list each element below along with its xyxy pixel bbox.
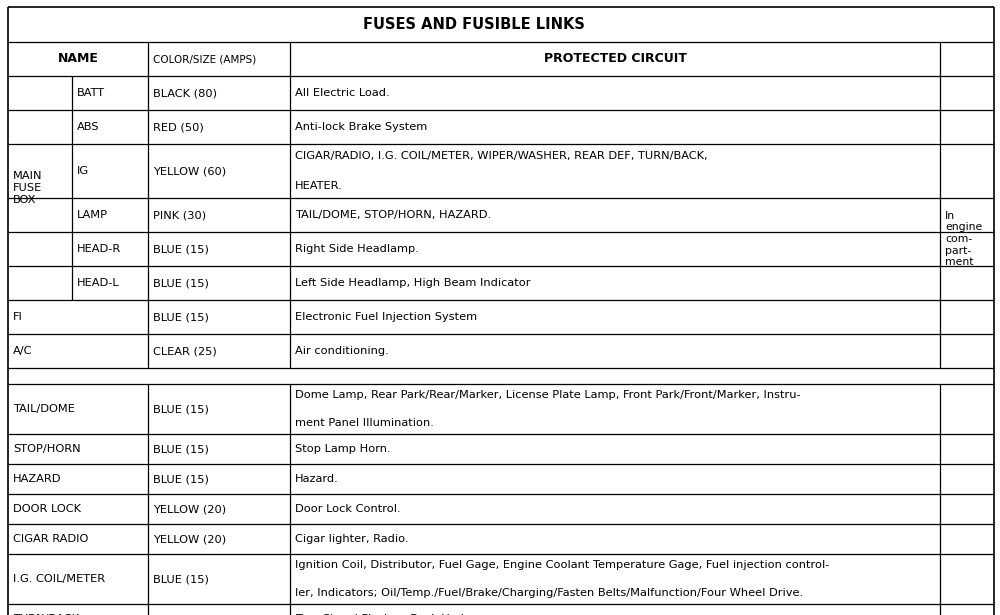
- Text: Door Lock Control.: Door Lock Control.: [295, 504, 401, 514]
- Text: YELLOW (20): YELLOW (20): [153, 534, 226, 544]
- Text: Cigar lighter, Radio.: Cigar lighter, Radio.: [295, 534, 409, 544]
- Text: CIGAR/RADIO, I.G. COIL/METER, WIPER/WASHER, REAR DEF, TURN/BACK,: CIGAR/RADIO, I.G. COIL/METER, WIPER/WASH…: [295, 151, 708, 161]
- Text: ment Panel Illumination.: ment Panel Illumination.: [295, 418, 434, 427]
- Text: BLACK (80): BLACK (80): [153, 88, 217, 98]
- Text: HEAD-R: HEAD-R: [77, 244, 121, 254]
- Text: Anti-lock Brake System: Anti-lock Brake System: [295, 122, 427, 132]
- Text: PINK (30): PINK (30): [153, 210, 206, 220]
- Text: BLUE (15): BLUE (15): [153, 404, 209, 414]
- Text: Left Side Headlamp, High Beam Indicator: Left Side Headlamp, High Beam Indicator: [295, 278, 530, 288]
- Text: BLUE (15): BLUE (15): [153, 244, 209, 254]
- Text: FI: FI: [13, 312, 23, 322]
- Text: Air conditioning.: Air conditioning.: [295, 346, 389, 356]
- Text: In
engine
com-
part-
ment: In engine com- part- ment: [945, 211, 982, 267]
- Text: TAIL/DOME, STOP/HORN, HAZARD.: TAIL/DOME, STOP/HORN, HAZARD.: [295, 210, 491, 220]
- Text: ABS: ABS: [77, 122, 100, 132]
- Text: YELLOW (60): YELLOW (60): [153, 166, 226, 176]
- Text: BLUE (15): BLUE (15): [153, 278, 209, 288]
- Text: BLUE (15): BLUE (15): [153, 614, 209, 615]
- Text: LAMP: LAMP: [77, 210, 108, 220]
- Text: I.G. COIL/METER: I.G. COIL/METER: [13, 574, 105, 584]
- Text: BLUE (15): BLUE (15): [153, 574, 209, 584]
- Text: Electronic Fuel Injection System: Electronic Fuel Injection System: [295, 312, 477, 322]
- Text: Ignition Coil, Distributor, Fuel Gage, Engine Coolant Temperature Gage, Fuel inj: Ignition Coil, Distributor, Fuel Gage, E…: [295, 560, 829, 571]
- Text: Right Side Headlamp.: Right Side Headlamp.: [295, 244, 419, 254]
- Text: BATT: BATT: [77, 88, 105, 98]
- Text: DOOR LOCK: DOOR LOCK: [13, 504, 81, 514]
- Text: STOP/HORN: STOP/HORN: [13, 444, 81, 454]
- Text: COLOR/SIZE (AMPS): COLOR/SIZE (AMPS): [153, 54, 256, 64]
- Text: Turn Signal Flasher, Back Up Lamp.: Turn Signal Flasher, Back Up Lamp.: [295, 614, 496, 615]
- Text: HEATER.: HEATER.: [295, 181, 343, 191]
- Text: Stop Lamp Horn.: Stop Lamp Horn.: [295, 444, 391, 454]
- Text: CLEAR (25): CLEAR (25): [153, 346, 217, 356]
- Text: CIGAR RADIO: CIGAR RADIO: [13, 534, 88, 544]
- Text: YELLOW (20): YELLOW (20): [153, 504, 226, 514]
- Text: BLUE (15): BLUE (15): [153, 312, 209, 322]
- Text: Dome Lamp, Rear Park/Rear/Marker, License Plate Lamp, Front Park/Front/Marker, I: Dome Lamp, Rear Park/Rear/Marker, Licens…: [295, 391, 801, 400]
- Text: IG: IG: [77, 166, 89, 176]
- Text: BLUE (15): BLUE (15): [153, 474, 209, 484]
- Text: PROTECTED CIRCUIT: PROTECTED CIRCUIT: [544, 52, 686, 66]
- Text: BLUE (15): BLUE (15): [153, 444, 209, 454]
- Text: FUSES AND FUSIBLE LINKS: FUSES AND FUSIBLE LINKS: [363, 17, 585, 32]
- Text: A/C: A/C: [13, 346, 32, 356]
- Text: MAIN
FUSE
BOX: MAIN FUSE BOX: [13, 172, 42, 205]
- Text: TAIL/DOME: TAIL/DOME: [13, 404, 75, 414]
- Text: NAME: NAME: [58, 52, 98, 66]
- Text: HAZARD: HAZARD: [13, 474, 62, 484]
- Text: RED (50): RED (50): [153, 122, 204, 132]
- Text: HEAD-L: HEAD-L: [77, 278, 120, 288]
- Text: TURN/BACK: TURN/BACK: [13, 614, 79, 615]
- Text: Hazard.: Hazard.: [295, 474, 339, 484]
- Text: ler, Indicators; Oil/Temp./Fuel/Brake/Charging/Fasten Belts/Malfunction/Four Whe: ler, Indicators; Oil/Temp./Fuel/Brake/Ch…: [295, 587, 803, 598]
- Text: All Electric Load.: All Electric Load.: [295, 88, 390, 98]
